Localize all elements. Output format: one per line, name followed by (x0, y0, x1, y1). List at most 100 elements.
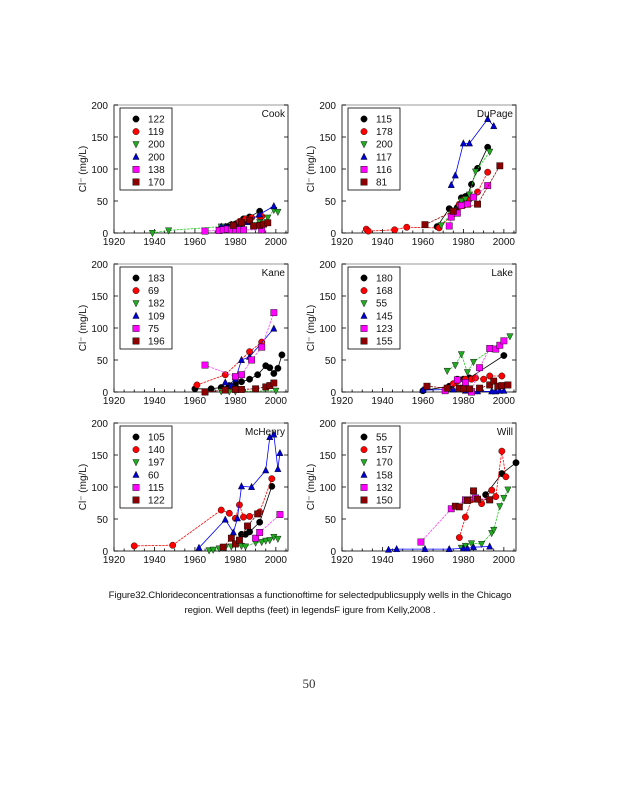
data-point (502, 473, 510, 481)
legend-label: 115 (148, 483, 164, 494)
y-tick-label: 0 (102, 388, 108, 399)
y-tick-label: 100 (319, 483, 336, 494)
data-point (480, 375, 488, 383)
y-tick-label: 50 (97, 197, 109, 208)
data-point (238, 219, 245, 227)
series-170 (457, 486, 512, 552)
data-point (500, 337, 508, 345)
data-point (498, 372, 506, 380)
region-label: Cook (262, 109, 286, 120)
y-tick-label: 100 (319, 165, 336, 176)
data-point (237, 355, 245, 363)
data-point (238, 386, 245, 393)
legend-label: 157 (376, 445, 393, 456)
data-point (276, 448, 284, 456)
data-point (469, 543, 478, 551)
data-point (466, 385, 473, 393)
legend-box (347, 425, 401, 509)
x-tick-label: 1980 (452, 555, 475, 566)
data-point (492, 345, 500, 353)
data-point (492, 493, 500, 500)
data-point (462, 379, 469, 386)
data-point (470, 487, 477, 495)
legend-marker (132, 446, 140, 453)
legend-label: 75 (148, 324, 160, 335)
data-point (472, 374, 479, 382)
data-point (240, 513, 247, 521)
y-tick-label: 150 (319, 133, 336, 144)
y-tick-label: 200 (91, 260, 108, 271)
series-line (134, 478, 273, 547)
legend-label: 117 (376, 152, 392, 163)
data-point (457, 351, 465, 359)
data-point (130, 542, 138, 550)
legend-marker (132, 484, 140, 491)
chart-panel-mchenry: 0 50 100 150 200 1920 1940 1960 1980 2000 Cl⁻ (mg/… (78, 419, 289, 566)
data-point (248, 356, 255, 364)
legend-label: 155 (376, 337, 393, 348)
data-point (246, 513, 253, 520)
x-tick-label: 1920 (331, 237, 354, 248)
data-point (451, 171, 459, 179)
data-point (447, 180, 455, 188)
region-label: Will (497, 427, 513, 438)
data-point (148, 230, 156, 238)
data-point (221, 386, 229, 394)
legend-box (119, 266, 173, 350)
legend-marker (360, 459, 368, 467)
data-point (240, 226, 247, 234)
data-point (193, 381, 201, 389)
data-point (488, 486, 496, 494)
data-point (500, 494, 508, 503)
data-point (484, 168, 492, 176)
y-tick-label: 100 (91, 483, 108, 494)
legend-marker (132, 459, 140, 467)
chart-panel-kane: 0 50 100 150 200 1920 1940 1960 1980 2000 Cl⁻ (mg/… (78, 260, 289, 407)
data-point (169, 541, 177, 549)
x-tick-label: 1960 (412, 237, 435, 248)
series-115 (252, 511, 284, 542)
y-tick-label: 200 (319, 101, 336, 112)
region-label: DuPage (477, 109, 514, 120)
legend-marker (360, 484, 368, 491)
data-point (233, 514, 241, 522)
data-point (217, 506, 225, 514)
data-point (469, 359, 478, 367)
legend-marker (132, 300, 140, 308)
legend-box (347, 107, 401, 191)
x-tick-label: 1940 (143, 396, 166, 407)
legend-label: 60 (148, 470, 160, 481)
legend-label: 55 (376, 433, 388, 444)
data-point (403, 223, 411, 231)
legend-marker (360, 165, 368, 173)
legend-label: 170 (376, 458, 393, 469)
chart-panel-lake: 0 50 100 150 200 1920 1940 1960 1980 2000 Cl⁻ (mg/… (306, 260, 517, 407)
series-55 (443, 333, 514, 377)
data-point (231, 373, 239, 381)
data-point (250, 222, 258, 230)
data-point (467, 540, 476, 548)
series-116 (445, 182, 492, 230)
series-196 (201, 379, 278, 396)
data-point (449, 207, 457, 215)
data-point (246, 528, 253, 536)
y-tick-label: 50 (325, 356, 337, 367)
data-point (270, 379, 278, 387)
y-tick-label: 50 (97, 356, 109, 367)
chart-panel-will: 0 50 100 150 200 1920 1940 1960 1980 2000 Cl⁻ (mg/… (306, 419, 520, 566)
legend-label: 116 (376, 165, 392, 176)
legend-marker (360, 433, 368, 441)
data-point (498, 382, 506, 389)
data-point (453, 376, 461, 384)
data-point (270, 201, 278, 210)
legend-label: 200 (376, 140, 393, 151)
legend-box (119, 107, 173, 191)
legend-label: 196 (148, 337, 165, 348)
data-point (221, 515, 229, 523)
data-point (393, 544, 401, 552)
data-point (506, 333, 514, 341)
y-tick-label: 200 (319, 419, 336, 430)
legend-label: 55 (376, 299, 388, 310)
data-point (276, 511, 284, 518)
